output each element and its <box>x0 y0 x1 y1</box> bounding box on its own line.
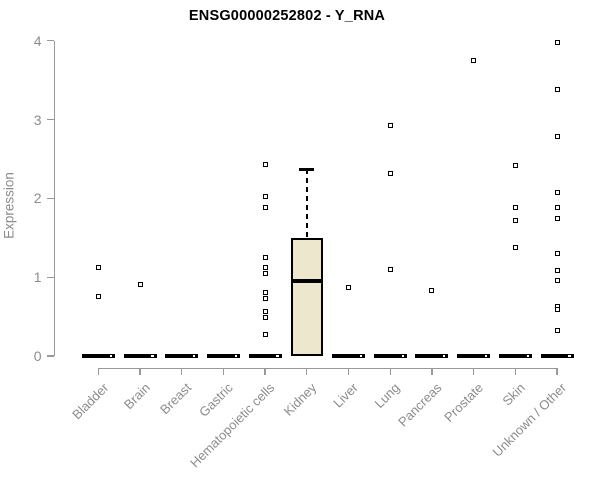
x-tick <box>431 367 433 375</box>
outlier-point <box>554 251 560 257</box>
outlier-point <box>262 295 268 301</box>
x-tick <box>306 367 308 375</box>
outlier-point <box>137 281 143 287</box>
x-tick <box>472 367 475 375</box>
outlier-point <box>554 268 560 274</box>
zero-box-bar <box>457 353 491 359</box>
x-tick <box>514 367 516 375</box>
x-tick <box>222 367 225 375</box>
outlier-point <box>95 294 101 300</box>
zero-bar-notch <box>151 354 154 357</box>
outlier-point <box>387 123 393 129</box>
zero-bar-notch <box>234 354 237 357</box>
y-tick-label: 2 <box>33 190 42 207</box>
zero-bar-notch <box>401 354 404 357</box>
median-line <box>290 278 323 284</box>
outlier-point <box>262 204 268 210</box>
outlier-point <box>554 87 560 93</box>
zero-bar-notch <box>526 354 529 357</box>
outlier-point <box>512 162 518 168</box>
y-tick-label: 0 <box>33 348 42 364</box>
category-label: Liver <box>330 380 362 411</box>
zero-box-bar <box>123 353 157 359</box>
outlier-point <box>471 58 477 63</box>
chart-title: ENSG00000252802 - Y_RNA <box>188 8 386 24</box>
category-label: Prostate <box>441 380 487 425</box>
zero-box-bar <box>332 353 365 359</box>
box-rect <box>290 237 323 356</box>
y-tick <box>46 197 54 200</box>
outlier-point <box>554 216 560 222</box>
y-tick-label: 1 <box>33 269 42 286</box>
category-label: Brain <box>120 380 153 413</box>
y-axis-line <box>53 40 55 356</box>
zero-bar-notch <box>484 354 488 357</box>
outlier-point <box>387 266 393 272</box>
outlier-point <box>262 270 268 276</box>
outlier-point <box>262 193 268 199</box>
x-tick <box>389 367 391 375</box>
x-tick <box>181 367 183 375</box>
whisker-line <box>305 169 308 238</box>
y-tick-label: 4 <box>33 32 42 49</box>
zero-box-bar <box>540 353 574 359</box>
zero-bar-notch <box>109 354 112 357</box>
outlier-point <box>387 171 393 177</box>
outlier-point <box>554 307 560 312</box>
category-label: Unknown / Other <box>490 380 570 460</box>
y-tick <box>46 40 54 42</box>
zero-box-bar <box>415 353 449 359</box>
zero-bar-notch <box>568 354 571 357</box>
zero-box-bar <box>81 353 115 359</box>
category-label: Pancreas <box>395 380 445 430</box>
category-label: Bladder <box>68 380 111 423</box>
x-tick <box>97 367 99 375</box>
y-tick <box>46 355 54 357</box>
outlier-point <box>429 288 435 294</box>
x-axis-line <box>98 367 559 369</box>
outlier-point <box>346 284 351 290</box>
zero-box-bar <box>206 353 240 359</box>
zero-box-bar <box>373 353 407 359</box>
outlier-point <box>554 328 560 334</box>
outlier-point <box>554 189 560 195</box>
outlier-point <box>95 265 101 271</box>
outlier-point <box>512 244 518 250</box>
outlier-point <box>512 205 518 211</box>
zero-bar-notch <box>193 354 196 357</box>
category-label: Kidney <box>280 380 320 419</box>
outlier-point <box>262 265 268 271</box>
outlier-point <box>554 134 560 140</box>
outlier-point <box>554 39 560 45</box>
outlier-point <box>512 217 518 223</box>
zero-bar-notch <box>359 354 362 357</box>
outlier-point <box>262 290 268 296</box>
outlier-point <box>554 277 560 283</box>
y-tick <box>46 118 54 121</box>
category-label: Skin <box>499 380 528 409</box>
x-tick <box>347 367 350 375</box>
outlier-point <box>262 332 268 338</box>
x-tick <box>556 367 558 375</box>
outlier-point <box>262 255 268 260</box>
category-label: Gastric <box>196 380 237 420</box>
category-label: Breast <box>157 380 195 418</box>
y-tick-label: 3 <box>33 111 42 128</box>
zero-box-bar <box>165 353 199 359</box>
y-tick <box>46 276 54 278</box>
outlier-point <box>262 308 268 314</box>
outlier-point <box>262 314 268 320</box>
zero-bar-notch <box>443 354 446 357</box>
category-label: Lung <box>371 380 403 412</box>
outlier-point <box>554 205 560 211</box>
whisker-cap <box>299 168 315 171</box>
outlier-point <box>262 162 268 168</box>
zero-bar-notch <box>276 354 279 357</box>
x-tick <box>264 367 266 375</box>
zero-box-bar <box>248 353 282 359</box>
y-axis-label: Expression <box>1 172 17 239</box>
zero-box-bar <box>498 353 532 359</box>
x-tick <box>139 367 141 375</box>
